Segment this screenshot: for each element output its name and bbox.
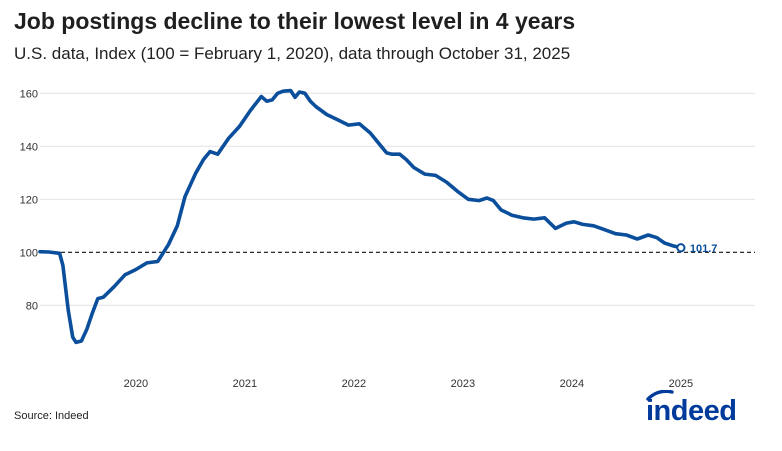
y-tick-label: 80 — [26, 300, 38, 312]
chart-title: Job postings decline to their lowest lev… — [14, 8, 576, 34]
end-point-marker — [676, 243, 686, 253]
series-line-job-postings — [38, 88, 683, 345]
chart-subtitle: U.S. data, Index (100 = February 1, 2020… — [14, 44, 571, 63]
logo-wordmark: indeed — [646, 395, 736, 426]
y-tick-label: 100 — [20, 247, 38, 259]
y-tick-label: 140 — [20, 141, 38, 153]
x-tick-label: 2025 — [669, 378, 693, 390]
x-tick-label: 2022 — [342, 378, 366, 390]
source-note: Source: Indeed — [14, 410, 89, 422]
logo-arc — [646, 390, 674, 401]
end-value-label: 101.7 — [690, 243, 718, 255]
gridlines — [40, 92, 755, 306]
y-tick-label: 120 — [20, 194, 38, 206]
x-tick-label: 2021 — [233, 378, 257, 390]
indeed-logo: indeed — [646, 390, 737, 426]
x-tick-label: 2023 — [451, 378, 475, 390]
x-axis-ticks: 2020 2021 2022 2023 2024 2025 — [124, 378, 693, 390]
x-tick-label: 2020 — [124, 378, 148, 390]
x-tick-label: 2024 — [560, 378, 584, 390]
y-axis-ticks: 80 100 120 140 160 — [20, 88, 38, 312]
y-tick-label: 160 — [20, 88, 38, 100]
